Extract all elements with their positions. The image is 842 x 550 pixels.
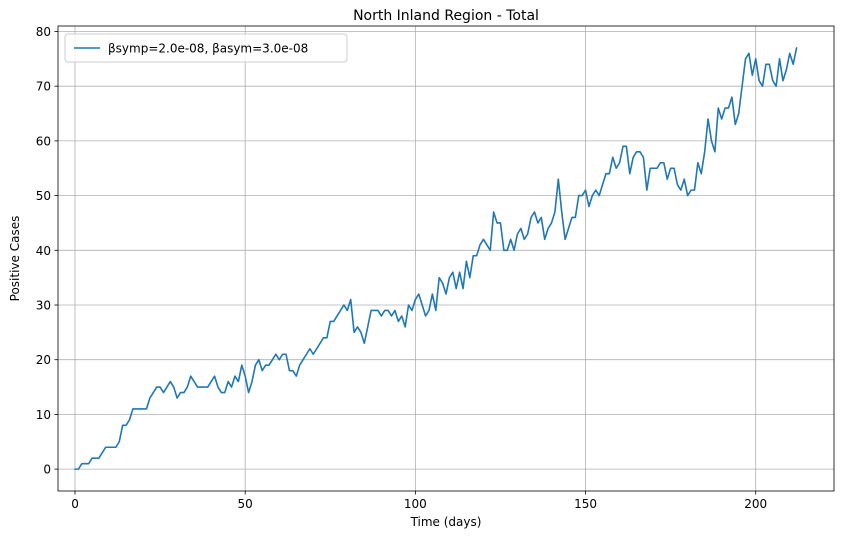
y-tick-label: 60 [36, 134, 51, 148]
chart-title: North Inland Region - Total [353, 8, 539, 24]
y-tick-label: 40 [36, 244, 51, 258]
y-tick-label: 50 [36, 189, 51, 203]
y-axis-label: Positive Cases [8, 216, 22, 302]
y-tick-label: 80 [36, 25, 51, 39]
x-tick-label: 200 [744, 497, 767, 511]
legend-box [64, 33, 348, 63]
y-tick-label: 10 [36, 408, 51, 422]
legend: βsymp=2.0e-08, βasym=3.0e-08 [64, 33, 348, 63]
series-layer [74, 47, 798, 470]
y-tick-label: 70 [36, 80, 51, 94]
series-line-0 [74, 47, 798, 470]
y-tick-label: 20 [36, 353, 51, 367]
x-tick-label: 0 [71, 497, 79, 511]
plot-frame [57, 25, 835, 492]
grid [58, 26, 834, 491]
y-tick-label: 0 [43, 463, 51, 477]
x-tick-label: 100 [404, 497, 427, 511]
x-tick-label: 50 [238, 497, 253, 511]
legend-label: βsymp=2.0e-08, βasym=3.0e-08 [108, 42, 308, 56]
x-axis-label: Time (days) [410, 515, 482, 529]
x-tick-label: 150 [574, 497, 597, 511]
ticks: 0 50 100 150 200 0 10 20 30 40 50 60 70 80 [36, 25, 767, 511]
y-tick-label: 30 [36, 299, 51, 313]
